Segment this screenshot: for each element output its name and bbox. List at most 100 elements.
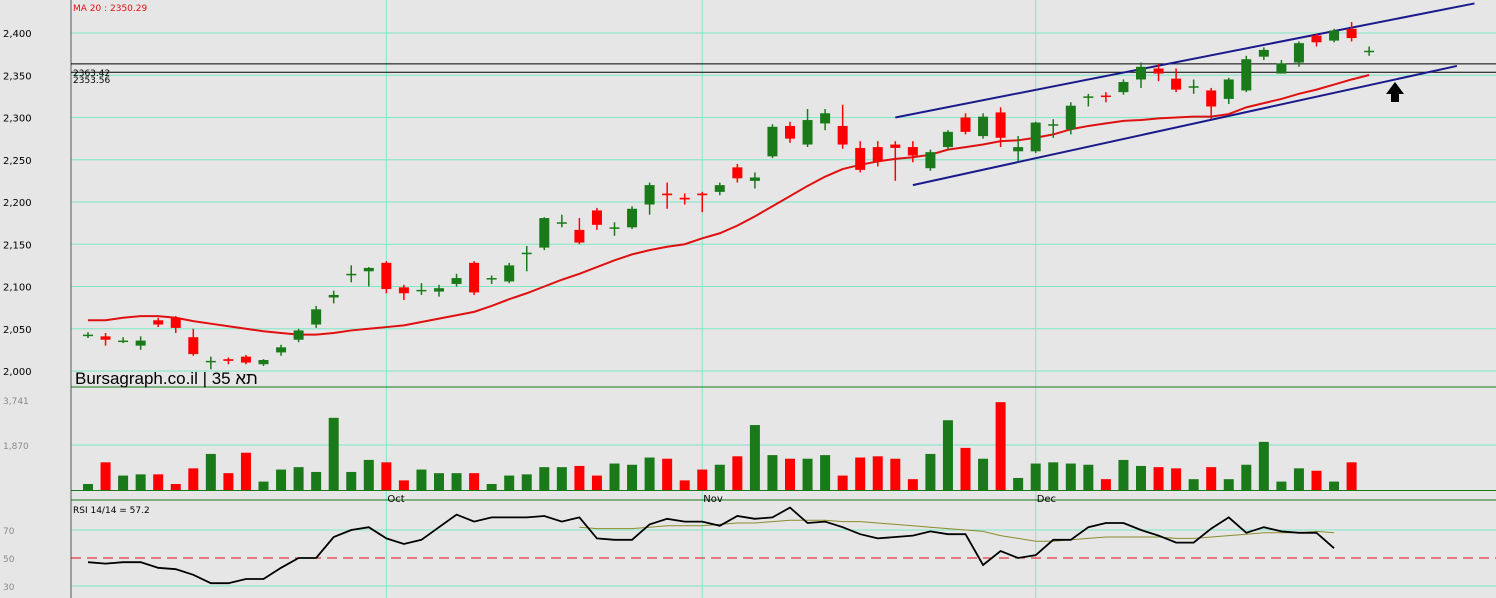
- volume-bar: [679, 480, 690, 490]
- candle-body: [1346, 28, 1357, 39]
- volume-bar: [1276, 481, 1287, 490]
- candle-body: [539, 218, 550, 248]
- candle-body: [135, 340, 146, 346]
- volume-bar: [872, 456, 883, 490]
- rsi-legend: RSI 14/14 = 57.2: [73, 506, 150, 516]
- volume-bar: [591, 475, 602, 490]
- volume-bar: [714, 464, 725, 490]
- candle-body: [258, 360, 269, 365]
- volume-bar: [556, 467, 567, 490]
- volume-bar: [434, 473, 444, 490]
- volume-bar: [1030, 463, 1041, 490]
- candle-body: [1048, 124, 1059, 126]
- volume-bar: [416, 469, 427, 490]
- volume-bar: [1048, 462, 1059, 490]
- candle-body: [574, 229, 585, 243]
- volume-bar: [504, 475, 515, 490]
- candle-body: [504, 265, 515, 282]
- candle-body: [1013, 147, 1024, 152]
- volume-bar: [153, 474, 164, 490]
- volume-bar: [1100, 479, 1111, 490]
- volume-bar: [83, 483, 93, 490]
- candle-body: [416, 289, 427, 292]
- price-tick-label: 2,300: [3, 114, 32, 125]
- volume-bar: [697, 469, 708, 490]
- price-tick-label: 2,100: [3, 283, 32, 294]
- ma20-line: [88, 74, 1370, 336]
- watermark: Bursagraph.co.il | תא 35: [75, 369, 258, 388]
- trend-channel-lines: [895, 2, 1475, 187]
- volume-bar: [223, 473, 234, 490]
- candle-body: [170, 317, 181, 328]
- candle-body: [1171, 78, 1182, 90]
- volume-bar: [486, 483, 497, 490]
- grid-lines: [71, 0, 1496, 598]
- volume-bar: [1223, 479, 1234, 490]
- candle-body: [925, 152, 936, 169]
- candle-body: [521, 252, 532, 255]
- volume-bar: [785, 458, 795, 490]
- candle-body: [1206, 90, 1217, 107]
- volume-bar: [1083, 464, 1094, 490]
- candle-body: [872, 147, 883, 162]
- volume-bar: [732, 456, 743, 490]
- price-tick-label: 2,050: [3, 325, 32, 336]
- upper-level-label: 2363.42: [73, 69, 110, 79]
- rsi-tick-label: 30: [3, 583, 15, 593]
- month-label: Oct: [387, 494, 404, 505]
- volume-bar: [205, 453, 216, 490]
- volume-bar: [118, 475, 129, 490]
- candle-body: [890, 144, 901, 148]
- volume-bar: [820, 455, 831, 490]
- price-tick-label: 2,000: [3, 367, 32, 378]
- candle-body: [1258, 49, 1269, 57]
- candle-body: [627, 208, 638, 228]
- candle-body: [1293, 43, 1304, 63]
- volume-bar: [1346, 462, 1357, 490]
- candle-body: [1030, 122, 1041, 152]
- candle-body: [293, 330, 304, 340]
- candle-body: [434, 288, 444, 292]
- volume-bar: [521, 474, 532, 490]
- moving-average-line: [88, 74, 1370, 336]
- candle-body: [644, 185, 655, 205]
- volume-bar: [170, 483, 181, 490]
- price-tick-label: 2,200: [3, 198, 32, 209]
- arrow-up-icon: [1386, 82, 1404, 102]
- month-label: Dec: [1037, 494, 1056, 505]
- rsi-tick-label: 50: [3, 555, 15, 565]
- candle-body: [556, 222, 567, 224]
- channel-upper-line: [895, 2, 1475, 119]
- candle-body: [679, 197, 690, 200]
- volume-bar: [1311, 470, 1322, 490]
- candle-body: [942, 131, 953, 148]
- volume-bar: [942, 420, 953, 490]
- volume-bar: [1293, 468, 1304, 490]
- volume-bar: [890, 458, 901, 490]
- candle-body: [486, 278, 497, 280]
- volume-bar: [574, 465, 585, 490]
- candle-body: [1188, 86, 1199, 88]
- rsi-lines: [71, 506, 1496, 585]
- candle-body: [978, 116, 989, 137]
- candle-body: [1311, 35, 1322, 43]
- candle-body: [205, 360, 216, 363]
- channel-lower-line: [912, 64, 1458, 187]
- candle-body: [855, 147, 866, 170]
- candle-body: [153, 320, 164, 325]
- volume-bar: [907, 479, 918, 490]
- volume-bar: [1118, 459, 1129, 490]
- candle-body: [1083, 96, 1094, 98]
- candle-body: [1100, 95, 1111, 98]
- volume-bar: [644, 457, 655, 490]
- candle-body: [802, 120, 813, 145]
- volume-bar: [662, 458, 673, 490]
- volume-bar: [258, 481, 269, 490]
- volume-bar: [293, 467, 304, 490]
- volume-bar: [328, 417, 339, 490]
- volume-bar: [240, 452, 251, 490]
- candle-body: [749, 177, 760, 181]
- volume-bar: [749, 425, 760, 490]
- support-resistance-lines: [71, 63, 1496, 73]
